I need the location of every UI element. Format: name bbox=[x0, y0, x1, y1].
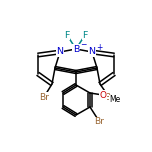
Text: N: N bbox=[88, 47, 95, 57]
Text: Br: Br bbox=[39, 93, 49, 102]
Text: B: B bbox=[73, 45, 79, 54]
Text: −: − bbox=[81, 40, 87, 50]
Text: Me: Me bbox=[109, 95, 121, 105]
Text: F: F bbox=[82, 31, 88, 40]
Text: N: N bbox=[57, 47, 64, 57]
Text: +: + bbox=[97, 43, 103, 52]
Text: O: O bbox=[100, 90, 107, 100]
Text: F: F bbox=[64, 31, 70, 40]
Text: Br: Br bbox=[104, 93, 114, 102]
Text: Br: Br bbox=[94, 117, 104, 126]
